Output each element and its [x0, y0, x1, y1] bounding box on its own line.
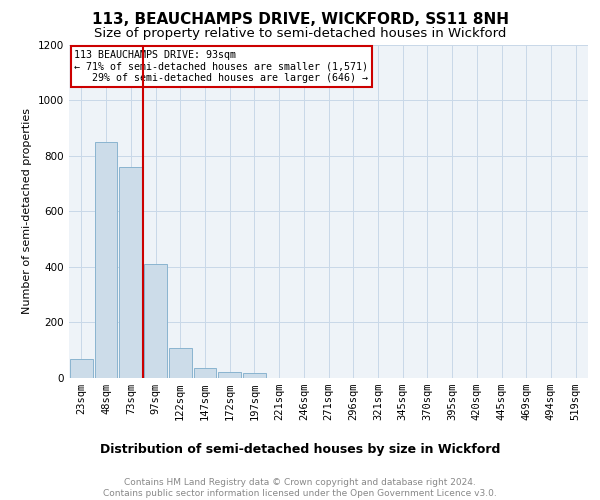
Bar [169, 348, 191, 378]
Text: Contains HM Land Registry data © Crown copyright and database right 2024.
Contai: Contains HM Land Registry data © Crown c… [103, 478, 497, 498]
Bar [119, 167, 142, 378]
Text: 113 BEAUCHAMPS DRIVE: 93sqm
← 71% of semi-detached houses are smaller (1,571)
  : 113 BEAUCHAMPS DRIVE: 93sqm ← 71% of sem… [74, 50, 368, 83]
Y-axis label: Number of semi-detached properties: Number of semi-detached properties [22, 108, 32, 314]
Bar [218, 372, 241, 378]
Bar [144, 264, 167, 378]
Bar [194, 368, 216, 378]
Bar [243, 374, 266, 378]
Text: Size of property relative to semi-detached houses in Wickford: Size of property relative to semi-detach… [94, 28, 506, 40]
Bar [95, 142, 118, 378]
Text: Distribution of semi-detached houses by size in Wickford: Distribution of semi-detached houses by … [100, 442, 500, 456]
Bar [70, 360, 93, 378]
Text: 113, BEAUCHAMPS DRIVE, WICKFORD, SS11 8NH: 113, BEAUCHAMPS DRIVE, WICKFORD, SS11 8N… [91, 12, 509, 28]
